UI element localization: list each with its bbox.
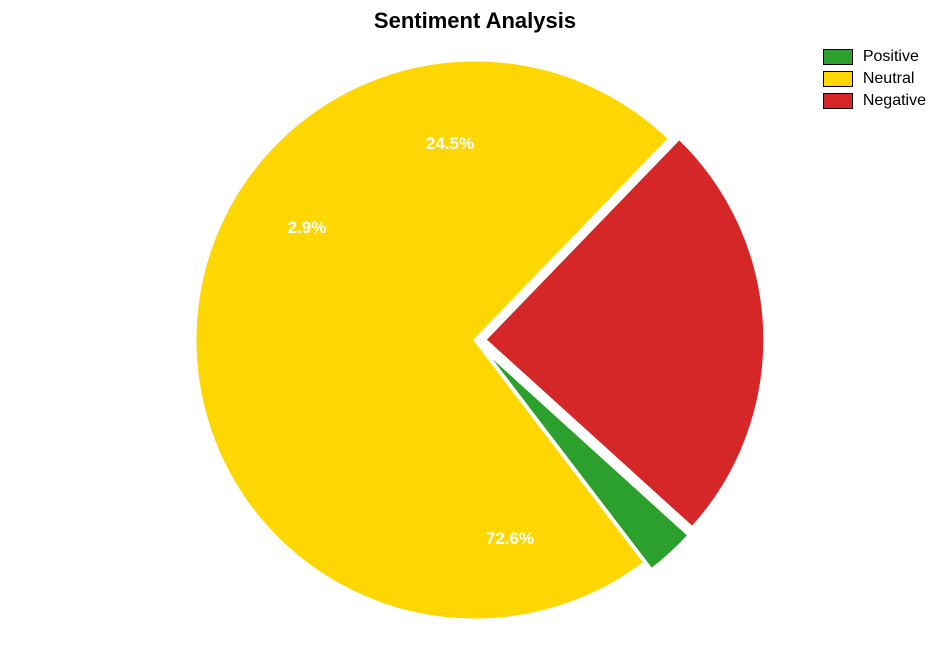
pie-svg	[0, 0, 950, 662]
slice-label-negative: 24.5%	[426, 134, 474, 154]
legend-swatch-neutral	[823, 71, 853, 87]
legend-label-negative: Negative	[863, 92, 926, 110]
legend-swatch-positive	[823, 49, 853, 65]
slice-label-positive: 2.9%	[288, 218, 327, 238]
legend: Positive Neutral Negative	[823, 48, 926, 114]
legend-item-positive: Positive	[823, 48, 926, 66]
legend-item-negative: Negative	[823, 92, 926, 110]
sentiment-pie-chart: Sentiment Analysis 24.5% 2.9% 72.6% Posi…	[0, 0, 950, 662]
legend-label-positive: Positive	[863, 48, 919, 66]
legend-swatch-negative	[823, 93, 853, 109]
slice-label-neutral: 72.6%	[486, 529, 534, 549]
legend-item-neutral: Neutral	[823, 70, 926, 88]
legend-label-neutral: Neutral	[863, 70, 915, 88]
